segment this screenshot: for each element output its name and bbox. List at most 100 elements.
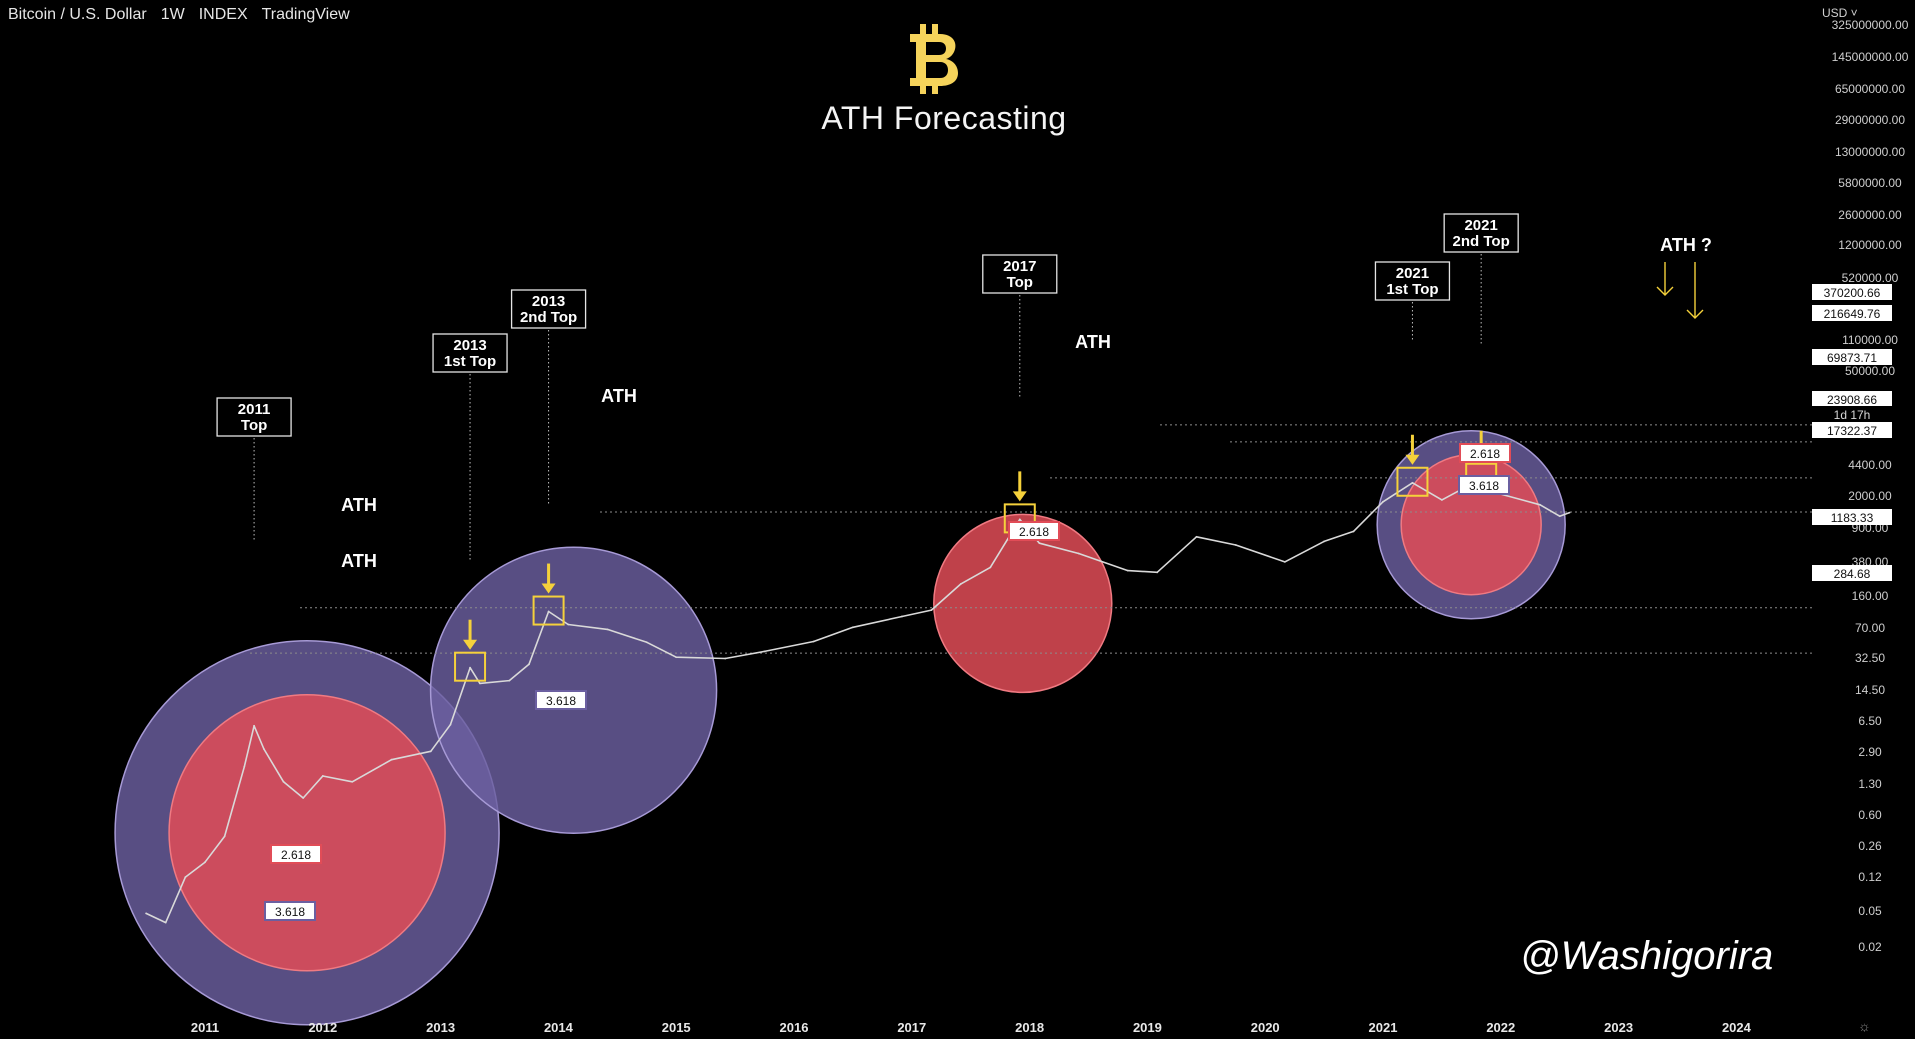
y-tick-label: 2600000.00 bbox=[1838, 208, 1902, 222]
ath-label: ATH ? bbox=[1660, 235, 1712, 255]
fib-level-text: 3.618 bbox=[546, 694, 576, 708]
price-level-text: 216649.76 bbox=[1824, 307, 1881, 321]
bitcoin-logo-icon bbox=[910, 24, 958, 94]
currency-label: USD bbox=[1822, 6, 1848, 20]
symbol-name[interactable]: Bitcoin / U.S. Dollar bbox=[8, 6, 147, 23]
ath-label: ATH bbox=[1075, 332, 1111, 352]
settings-gear-icon[interactable]: ☼ bbox=[1858, 1018, 1871, 1034]
down-arrow-head-icon bbox=[541, 583, 556, 594]
annotation-label-top: 2nd Top bbox=[1453, 233, 1510, 250]
price-point bbox=[645, 641, 648, 644]
currency-selector[interactable]: USD ˅ bbox=[1822, 6, 1858, 20]
price-point bbox=[1539, 503, 1541, 506]
price-point bbox=[243, 765, 246, 768]
fib-level-badge bbox=[1459, 443, 1511, 463]
top-marker-square bbox=[532, 595, 565, 626]
price-point bbox=[763, 650, 766, 653]
fib-level-text: 3.618 bbox=[275, 905, 305, 919]
fib-level-text: 2.618 bbox=[1019, 525, 1049, 539]
price-point bbox=[390, 758, 393, 761]
price-point bbox=[164, 921, 167, 924]
price-point bbox=[263, 748, 265, 750]
price-level-badge bbox=[1812, 422, 1892, 438]
y-tick-label: 65000000.00 bbox=[1835, 82, 1905, 96]
price-level-badge bbox=[1812, 565, 1892, 581]
price-series-line bbox=[145, 478, 1570, 924]
x-tick-label: 2021 bbox=[1369, 1020, 1398, 1035]
y-tick-label: 520000.00 bbox=[1842, 271, 1899, 285]
price-point bbox=[508, 679, 511, 682]
down-arrow-head-icon bbox=[1012, 491, 1027, 502]
fib-level-badge bbox=[535, 690, 587, 710]
price-point bbox=[1323, 540, 1325, 543]
y-tick-label: 0.60 bbox=[1858, 808, 1882, 822]
annotation-label-year: 2017 bbox=[1003, 258, 1036, 275]
price-point bbox=[1018, 518, 1021, 521]
price-point bbox=[449, 723, 452, 726]
y-tick-label: 5800000.00 bbox=[1838, 176, 1902, 190]
price-level-text: 370200.66 bbox=[1824, 286, 1881, 300]
annotation-box bbox=[216, 397, 292, 437]
x-tick-label: 2016 bbox=[780, 1020, 809, 1035]
fib-circle-red bbox=[933, 513, 1113, 694]
price-point bbox=[351, 780, 354, 783]
annotation-box bbox=[432, 333, 508, 373]
price-level-badge bbox=[1812, 509, 1892, 525]
y-tick-label: 50000.00 bbox=[1845, 364, 1895, 378]
price-point bbox=[204, 861, 206, 864]
price-point bbox=[989, 566, 992, 569]
price-point bbox=[184, 876, 187, 879]
fib-level-badge bbox=[1008, 521, 1060, 541]
y-tick-label: 4400.00 bbox=[1848, 458, 1892, 472]
price-point bbox=[724, 657, 727, 660]
annotation-label-year: 2013 bbox=[453, 337, 486, 354]
price-level-badge bbox=[1812, 284, 1892, 300]
x-tick-label: 2023 bbox=[1604, 1020, 1633, 1035]
price-point bbox=[675, 656, 678, 659]
annotation-label-top: 1st Top bbox=[1386, 281, 1438, 298]
forecast-arrow-head-icon bbox=[1686, 309, 1704, 319]
fib-level-text: 3.618 bbox=[1469, 479, 1499, 493]
annotation-box bbox=[1443, 213, 1519, 253]
y-tick-label: 0.26 bbox=[1858, 839, 1882, 853]
price-level-badge bbox=[1812, 391, 1892, 407]
x-tick-label: 2020 bbox=[1251, 1020, 1280, 1035]
price-point bbox=[1195, 535, 1198, 538]
price-point bbox=[321, 775, 324, 777]
annotation-label-top: 1st Top bbox=[444, 353, 496, 370]
down-arrow-head-icon bbox=[1405, 454, 1420, 465]
price-point bbox=[223, 835, 226, 838]
price-point bbox=[282, 780, 285, 783]
forecast-arrow-head-icon bbox=[1656, 286, 1674, 296]
x-tick-label: 2017 bbox=[897, 1020, 926, 1035]
annotation-label-top: 2nd Top bbox=[520, 309, 577, 326]
x-tick-label: 2022 bbox=[1486, 1020, 1515, 1035]
price-level-text: 1d 17h bbox=[1834, 408, 1871, 422]
ath-label: ATH bbox=[341, 495, 377, 515]
x-tick-label: 2012 bbox=[308, 1020, 337, 1035]
price-point bbox=[567, 623, 570, 626]
y-tick-label: 2.90 bbox=[1858, 745, 1882, 759]
price-point bbox=[429, 750, 432, 753]
price-point bbox=[1382, 500, 1384, 503]
fib-circle-red bbox=[168, 693, 446, 972]
x-tick-label: 2014 bbox=[544, 1020, 574, 1035]
price-level-text: 23908.66 bbox=[1827, 393, 1877, 407]
y-tick-label: 2000.00 bbox=[1848, 489, 1892, 503]
price-point bbox=[478, 682, 481, 685]
interval-label[interactable]: 1W bbox=[160, 6, 185, 23]
price-point bbox=[812, 640, 815, 643]
price-point bbox=[302, 797, 305, 799]
annotation-box bbox=[982, 254, 1058, 294]
y-tick-label: 0.05 bbox=[1858, 904, 1882, 918]
annotation-label-year: 2013 bbox=[532, 293, 565, 310]
x-tick-label: 2019 bbox=[1133, 1020, 1162, 1035]
fib-level-badge bbox=[264, 901, 316, 921]
y-tick-label: 0.02 bbox=[1858, 940, 1882, 954]
annotation-label-year: 2021 bbox=[1396, 265, 1429, 282]
y-tick-label: 160.00 bbox=[1852, 589, 1889, 603]
ath-label: ATH bbox=[341, 551, 377, 571]
top-marker-square bbox=[454, 651, 487, 682]
y-tick-label: 325000000.00 bbox=[1832, 18, 1909, 32]
